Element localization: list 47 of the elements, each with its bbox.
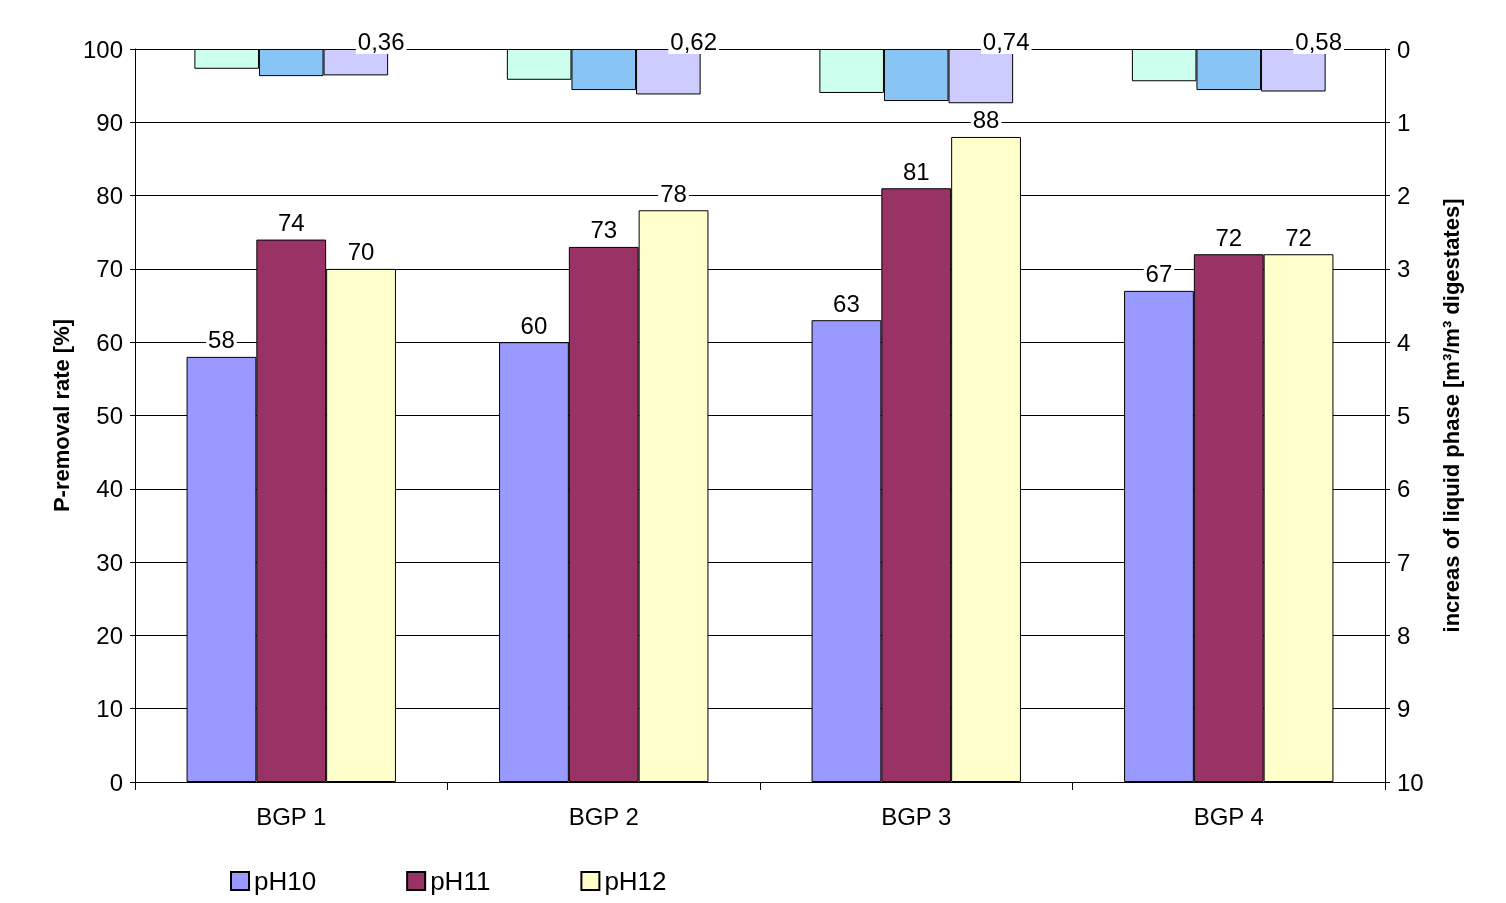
x-tick-label: BGP 1 <box>256 802 327 830</box>
legend-label: pH10 <box>254 866 317 896</box>
y-tick-label: 10 <box>96 695 123 723</box>
y-tick-label: 60 <box>96 328 123 356</box>
y-tick-label: 70 <box>96 255 123 283</box>
y2-tick-label: 2 <box>1397 182 1411 210</box>
y-tick-label: 0 <box>109 768 123 796</box>
y-tick-label: 20 <box>96 621 123 649</box>
y2-axis-title: increas of liquid phase [m³/m³ digestates] <box>1438 198 1464 633</box>
x-tick-label: BGP 2 <box>568 802 639 830</box>
y2-tick-label: 5 <box>1397 402 1411 429</box>
data-label: 0,62 <box>670 27 718 55</box>
data-label: 72 <box>1285 223 1312 251</box>
y2-tick-label: 9 <box>1397 695 1411 723</box>
legend-label: pH12 <box>604 866 667 896</box>
y-tick-label: 100 <box>82 35 123 63</box>
x-tick-label: BGP 3 <box>881 802 952 830</box>
x-tick-label: BGP 4 <box>1193 802 1264 830</box>
data-label: 81 <box>902 157 930 185</box>
y-tick-label: 30 <box>96 548 123 576</box>
data-label: 67 <box>1145 260 1173 288</box>
data-label: 0,36 <box>357 27 405 55</box>
data-label: 70 <box>347 238 375 266</box>
data-label: 0,74 <box>982 27 1030 55</box>
y-tick-label: 40 <box>96 475 123 503</box>
data-label: 60 <box>520 311 548 339</box>
y2-tick-label: 10 <box>1397 768 1424 796</box>
y2-tick-label: 0 <box>1397 35 1411 63</box>
y2-tick-label: 4 <box>1397 328 1411 356</box>
data-label: 58 <box>208 326 235 354</box>
y2-tick-label: 3 <box>1397 255 1411 283</box>
data-label: 88 <box>972 106 1000 134</box>
data-label: 78 <box>660 179 687 207</box>
y-tick-label: 90 <box>96 108 123 136</box>
y2-tick-label: 8 <box>1397 621 1411 649</box>
y2-tick-label: 1 <box>1397 108 1411 136</box>
data-label: 73 <box>590 216 618 244</box>
data-label: 72 <box>1215 223 1243 251</box>
data-label: 0,58 <box>1295 27 1343 55</box>
data-label: 74 <box>277 209 305 237</box>
y2-tick-label: 6 <box>1397 475 1411 503</box>
y2-tick-label: 7 <box>1397 548 1411 576</box>
y-tick-label: 80 <box>96 182 123 210</box>
y-axis-title: P-removal rate [%] <box>48 318 74 513</box>
y-tick-label: 50 <box>96 402 123 429</box>
data-label: 63 <box>833 289 860 317</box>
legend-label: pH11 <box>430 866 491 896</box>
